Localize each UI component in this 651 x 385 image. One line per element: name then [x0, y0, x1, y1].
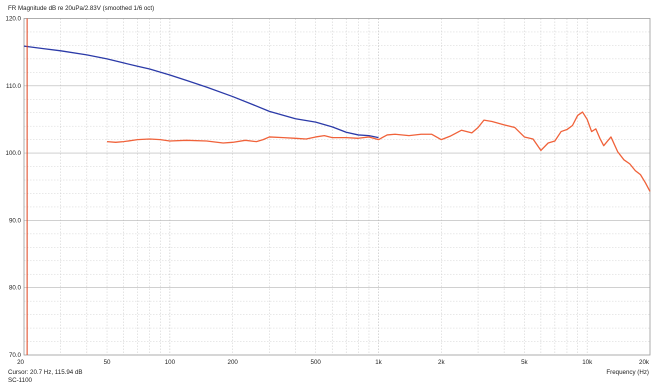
x-tick-label: 500 — [311, 359, 322, 366]
x-tick-label: 5k — [521, 359, 528, 366]
y-tick-label: 80.0 — [9, 285, 22, 292]
cursor-readout: Cursor: 20.7 Hz, 115.94 dB — [8, 369, 83, 376]
y-axis-ticks: 70.0 80.0 90.0 100.0 110.0 120.0 — [6, 16, 22, 360]
series-lines — [23, 45, 651, 192]
x-axis-ticks: 20 50 100 200 500 1k 2k 5k 10k 20k — [17, 359, 650, 366]
x-tick-label: 2k — [438, 359, 445, 366]
x-tick-label: 1k — [375, 359, 382, 366]
x-tick-label: 200 — [228, 359, 239, 366]
x-tick-label: 10k — [582, 359, 593, 366]
x-axis-label: Frequency (Hz) — [606, 369, 649, 376]
chart-title: FR Magnitude dB re 20uPa/2.83V (smoothed… — [8, 5, 154, 12]
x-tick-label: 100 — [165, 359, 176, 366]
x-tick-label: 50 — [104, 359, 111, 366]
x-tick-label: 20 — [17, 359, 24, 366]
grid — [24, 18, 650, 355]
series-line-1 — [23, 45, 379, 139]
plot-frame — [23, 18, 651, 356]
y-tick-label: 100.0 — [6, 150, 22, 157]
y-tick-label: 70.0 — [9, 352, 22, 359]
model-label: SC-1100 — [8, 377, 33, 384]
series-line-2 — [106, 111, 651, 192]
y-tick-label: 90.0 — [9, 217, 22, 224]
y-tick-label: 110.0 — [6, 83, 22, 90]
x-tick-label: 20k — [639, 359, 650, 366]
y-tick-label: 120.0 — [6, 16, 22, 23]
